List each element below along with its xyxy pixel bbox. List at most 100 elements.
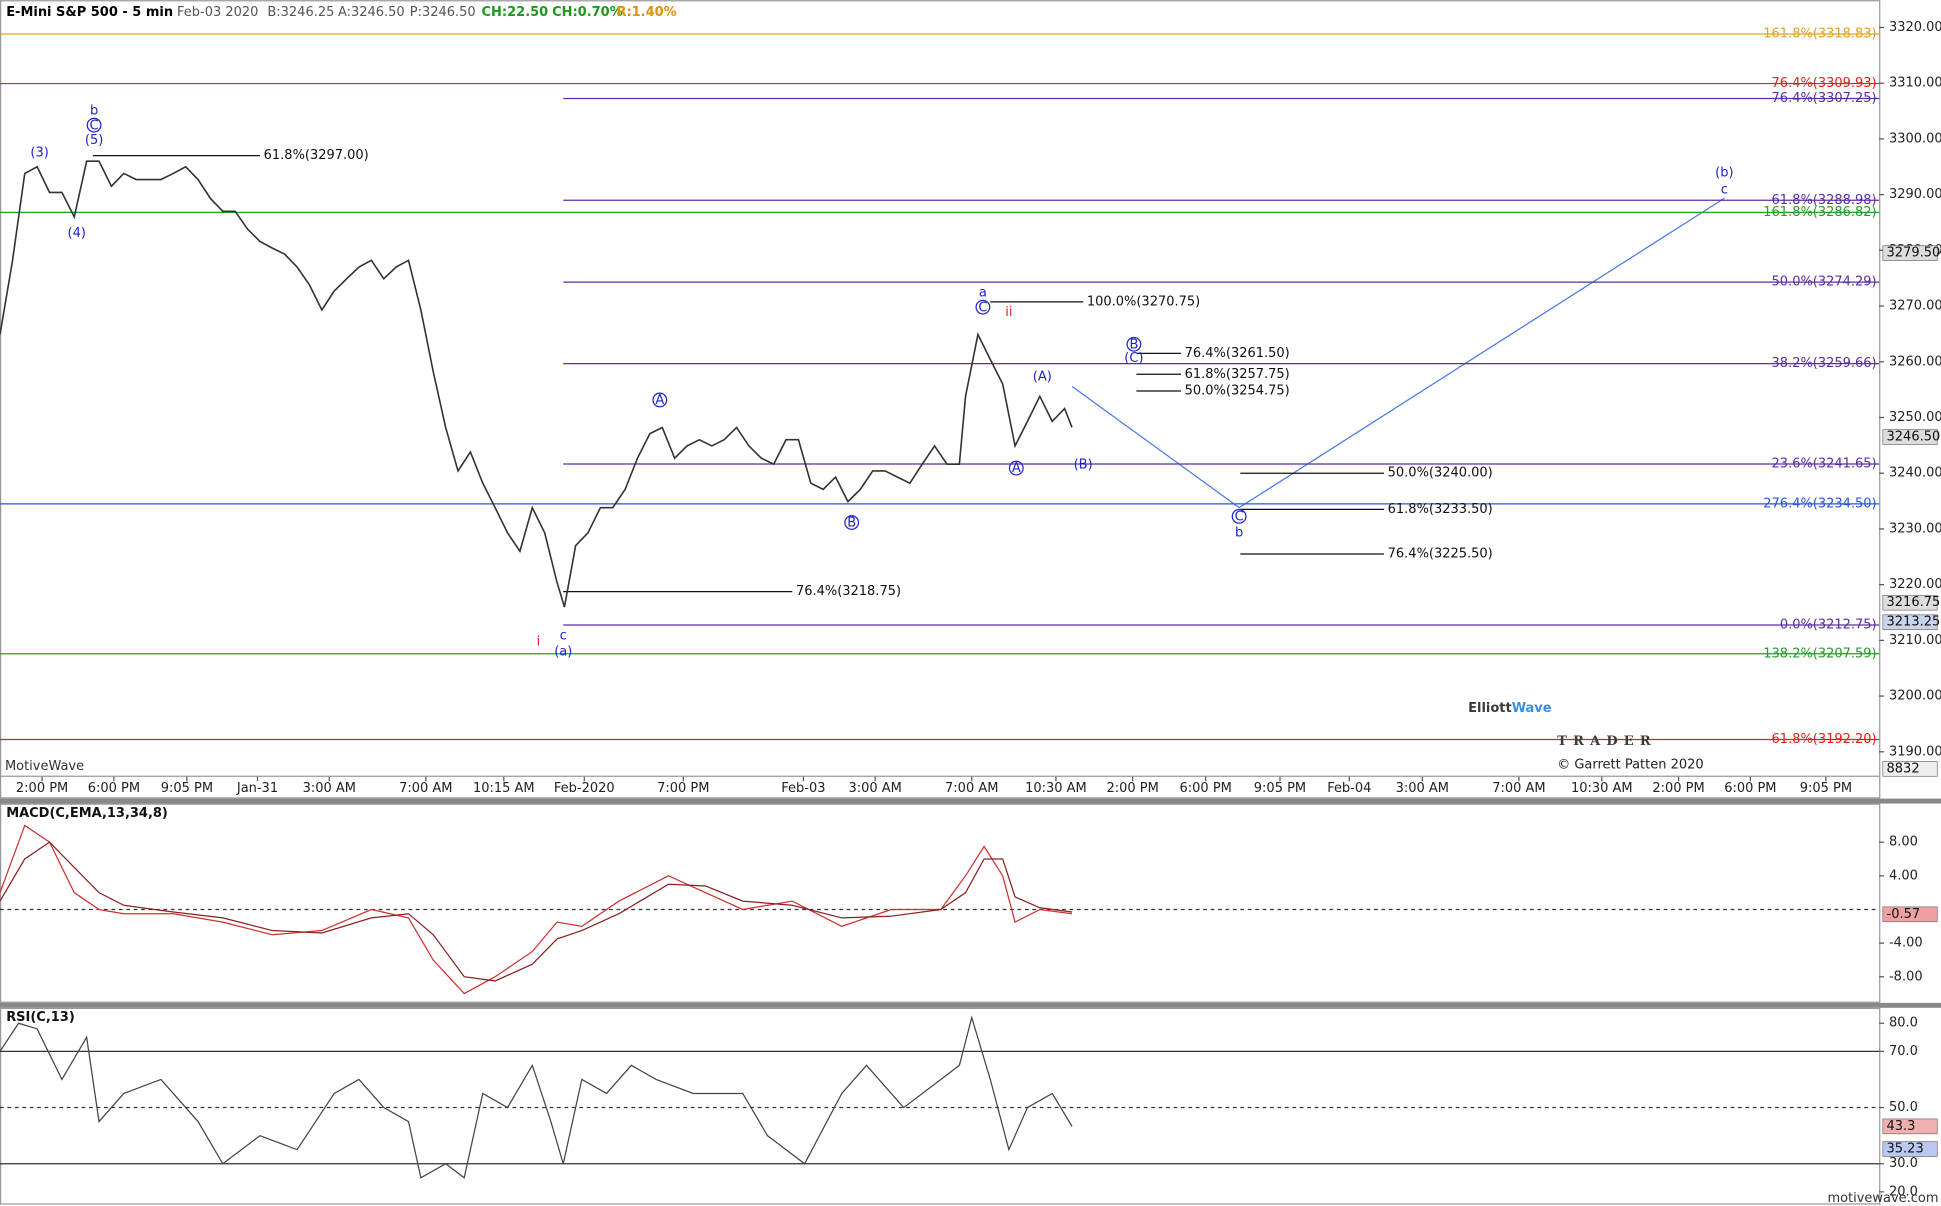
- wave-label: c: [1721, 183, 1728, 198]
- target-label: 61.8%(3233.50): [1388, 502, 1493, 517]
- target-label: 76.4%(3261.50): [1185, 346, 1290, 361]
- wave-label: (C): [1124, 351, 1143, 366]
- fib-label: 76.4%(3307.25): [1772, 91, 1877, 106]
- site: motivewave.com: [1827, 1191, 1938, 1206]
- x-tick-label: 3:00 AM: [1396, 781, 1449, 796]
- wave-circle: [1126, 336, 1142, 352]
- fib-label: 38.2%(3259.66): [1772, 356, 1877, 371]
- panel-title: RSI(C,13): [6, 1010, 75, 1025]
- x-tick-label: 7:00 AM: [1492, 781, 1545, 796]
- x-tick-label: Feb-03: [781, 781, 825, 796]
- wave-label: (a): [554, 644, 572, 659]
- x-tick-label: 2:00 PM: [1106, 781, 1158, 796]
- fib-label: 61.8%(3192.20): [1772, 732, 1877, 747]
- wave-label: c: [560, 628, 567, 643]
- y-tick-label: 3300.00: [1889, 131, 1941, 146]
- x-tick-label: 2:00 PM: [16, 781, 68, 796]
- x-tick-label: 9:05 PM: [1254, 781, 1306, 796]
- fib-label: 161.8%(3286.82): [1763, 205, 1876, 220]
- macd-line: [0, 824, 1073, 995]
- price-marker: [1882, 614, 1938, 631]
- y-tick-label: 3320.00: [1889, 20, 1941, 35]
- fib-label: 76.4%(3309.93): [1772, 76, 1877, 91]
- wave-label: (3): [30, 146, 48, 161]
- fib-label: 50.0%(3274.29): [1772, 275, 1877, 290]
- wave-label: B: [1129, 337, 1138, 352]
- macd-marker-label: -0.57: [1887, 907, 1921, 922]
- x-tick-label: 7:00 AM: [399, 781, 452, 796]
- wave-circle: [1008, 460, 1024, 476]
- header-text: CH:22.50: [482, 5, 549, 20]
- header-text: B:3246.25: [267, 5, 334, 20]
- y-tick-label: 8.00: [1889, 835, 1918, 850]
- macd-line: [0, 841, 1073, 982]
- fib-label: 0.0%(3212.75): [1780, 618, 1877, 633]
- fib-label: 23.6%(3241.65): [1772, 457, 1877, 472]
- y-tick-label: 3290.00: [1889, 187, 1941, 202]
- x-tick-label: 9:05 PM: [1800, 781, 1852, 796]
- panel-divider: [0, 798, 1941, 804]
- y-tick-label: 3210.00: [1889, 633, 1941, 648]
- y-tick-label: -4.00: [1889, 936, 1923, 951]
- price-marker: [1882, 245, 1938, 261]
- y-tick-label: 3260.00: [1889, 354, 1941, 369]
- x-tick-label: Jan-31: [236, 781, 278, 796]
- fib-label: 61.8%(3288.98): [1772, 193, 1877, 208]
- rsi-marker: [1882, 1118, 1938, 1135]
- price-marker-label: 3213.25: [1887, 615, 1941, 630]
- motivewave-mark: MotiveWave: [5, 759, 84, 774]
- fib-label: 138.2%(3207.59): [1763, 646, 1876, 661]
- wave-label: (b): [1715, 165, 1733, 180]
- wave-label: A: [655, 393, 664, 408]
- rsi-marker-label: 43.3: [1887, 1119, 1916, 1134]
- wave-circle: [86, 117, 102, 133]
- copyright: © Garrett Patten 2020: [1557, 758, 1703, 773]
- y-tick-label: 80.0: [1889, 1016, 1918, 1031]
- volume-label: 8832: [1887, 761, 1920, 776]
- y-tick-label: 3220.00: [1889, 577, 1941, 592]
- price-marker-label: 3246.50: [1887, 429, 1941, 444]
- y-tick-label: 3200.00: [1889, 689, 1941, 704]
- price-panel: [0, 0, 1881, 799]
- wave-label: A: [1012, 461, 1021, 476]
- header-text: Feb-03 2020: [177, 5, 258, 20]
- fib-label: 276.4%(3234.50): [1763, 496, 1876, 511]
- wave-circle: [975, 299, 991, 315]
- rsi-line: [0, 1015, 1073, 1179]
- price-marker: [1882, 429, 1938, 445]
- x-tick-label: 10:15 AM: [473, 781, 535, 796]
- target-label: 61.8%(3257.75): [1185, 367, 1290, 382]
- wave-label: (5): [85, 133, 103, 148]
- panel-divider: [0, 1002, 1941, 1008]
- wave-label: a: [979, 285, 987, 300]
- x-tick-label: 10:30 AM: [1571, 781, 1633, 796]
- price-marker-label: 3279.50: [1887, 246, 1941, 261]
- x-tick-label: 3:00 AM: [848, 781, 901, 796]
- wave-label: C: [90, 118, 99, 133]
- fib-label: 161.8%(3318.83): [1763, 26, 1876, 41]
- wave-label: (B): [1074, 457, 1093, 472]
- x-tick-label: 2:00 PM: [1652, 781, 1704, 796]
- x-tick-label: 7:00 PM: [657, 781, 709, 796]
- header-text: R:1.40%: [616, 5, 676, 20]
- header-text: CH:0.70%: [552, 5, 623, 20]
- logo-right: Wave: [1512, 701, 1552, 716]
- y-tick-label: -8.00: [1889, 969, 1923, 984]
- y-tick-label: 4.00: [1889, 868, 1918, 883]
- logo-sub: TRADER: [1557, 734, 1657, 749]
- macd-marker: [1882, 906, 1938, 923]
- projection-path: [1071, 197, 1725, 509]
- price-marker-label: 3216.75: [1887, 595, 1941, 610]
- y-tick-label: 3250.00: [1889, 410, 1941, 425]
- y-tick-label: 3310.00: [1889, 76, 1941, 91]
- wave-label: ii: [1005, 305, 1012, 320]
- x-tick-label: 10:30 AM: [1025, 781, 1087, 796]
- target-label: 100.0%(3270.75): [1087, 294, 1200, 309]
- logo-left: Elliott: [1468, 701, 1512, 716]
- wave-circle: [844, 515, 860, 530]
- x-tick-label: 6:00 PM: [1724, 781, 1776, 796]
- rsi-marker: [1882, 1141, 1938, 1157]
- x-tick-label: 7:00 AM: [945, 781, 998, 796]
